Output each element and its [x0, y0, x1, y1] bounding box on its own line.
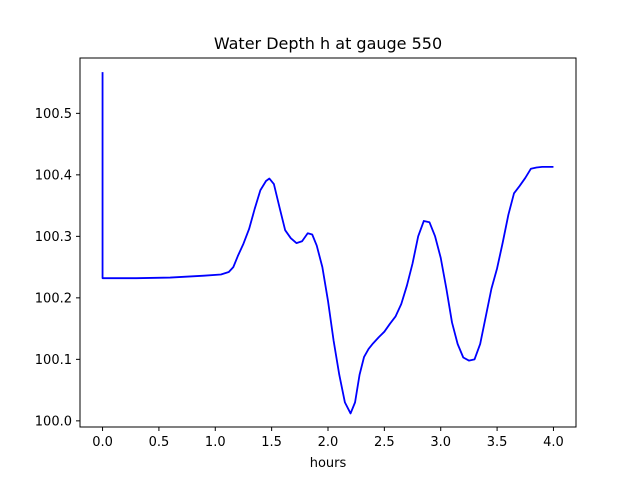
- x-tick-label: 2.5: [374, 435, 395, 450]
- y-tick-label: 100.0: [35, 414, 72, 429]
- x-tick-label: 3.0: [430, 435, 451, 450]
- x-axis: 0.0 0.5 1.0 1.5 2.0 2.5 3.0 3.5 4.0: [92, 427, 564, 450]
- y-tick-label: 100.3: [35, 230, 72, 245]
- y-tick-label: 100.1: [35, 353, 72, 368]
- plot-area: [101, 72, 554, 415]
- x-axis-label: hours: [310, 456, 347, 471]
- x-tick-label: 1.5: [261, 435, 282, 450]
- x-tick-label: 2.0: [318, 435, 339, 450]
- y-tick-label: 100.2: [35, 291, 72, 306]
- y-tick-label: 100.5: [35, 107, 72, 122]
- x-tick-label: 3.5: [487, 435, 508, 450]
- x-tick-label: 0.5: [149, 435, 170, 450]
- y-tick-label: 100.4: [35, 168, 72, 183]
- series-line: [101, 72, 554, 415]
- chart-title: Water Depth h at gauge 550: [214, 34, 442, 53]
- y-axis: 100.0 100.1 100.2 100.3 100.4 100.5: [35, 107, 80, 429]
- x-tick-label: 0.0: [92, 435, 113, 450]
- x-tick-label: 1.0: [205, 435, 226, 450]
- x-tick-label: 4.0: [543, 435, 564, 450]
